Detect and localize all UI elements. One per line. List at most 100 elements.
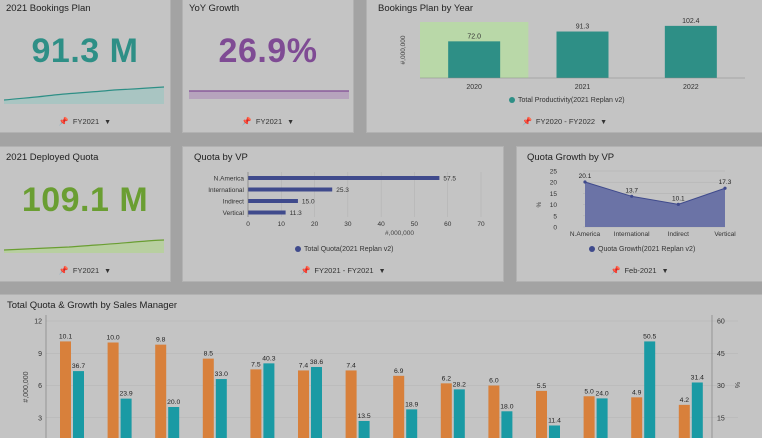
pin-icon: 📌: [521, 117, 532, 126]
bar-value-label: 7.5: [251, 361, 261, 368]
kpi-card-quota: 2021 Deployed Quota 109.1 M 📌 FY2021 ▼: [0, 146, 171, 282]
period-filter[interactable]: 📌 FY2021 ▼: [0, 117, 170, 126]
x-tick-label: 10: [278, 221, 286, 228]
bar-value-label: 10.0: [106, 335, 119, 342]
bar-growth[interactable]: [215, 379, 227, 438]
kpi-sparkline: [189, 90, 349, 99]
y-tick-label: 9: [38, 351, 42, 358]
period-filter[interactable]: 📌 FY2021 ▼: [0, 266, 170, 275]
period-filter[interactable]: 📌 FY2020 - FY2022 ▼: [367, 117, 762, 126]
pin-icon: 📌: [58, 266, 69, 275]
point-value-label: 13.7: [625, 187, 638, 194]
bar-quota[interactable]: [155, 344, 167, 438]
bar-value-label: 33.0: [215, 371, 228, 378]
chart-title: Bookings Plan by Year: [378, 3, 474, 14]
bar-value-label: 31.4: [691, 374, 704, 381]
bar-growth[interactable]: [453, 389, 465, 438]
bar-quota[interactable]: [202, 358, 214, 438]
bar-value-label: 72.0: [467, 33, 481, 40]
bar-growth[interactable]: [501, 411, 513, 438]
bar-value-label: 10.1: [59, 333, 72, 340]
bar[interactable]: [248, 176, 440, 180]
period-filter[interactable]: 📌 FY2021 ▼: [183, 117, 353, 126]
bar-quota[interactable]: [298, 370, 309, 438]
bar-quota[interactable]: [631, 397, 643, 438]
bar-growth[interactable]: [549, 425, 560, 438]
bar[interactable]: [556, 31, 609, 78]
bar[interactable]: [248, 199, 298, 203]
bar[interactable]: [248, 187, 333, 192]
manager-chart-card: Total Quota & Growth by Sales Manager 3 6…: [0, 294, 762, 438]
y2-tick-label: 45: [717, 351, 725, 358]
bar-quota[interactable]: [678, 404, 690, 438]
point-value-label: 10.1: [672, 195, 685, 202]
bar-value-label: 11.4: [548, 417, 561, 424]
chart-title: Quota by VP: [194, 152, 248, 163]
pin-icon: 📌: [241, 117, 252, 126]
bar-growth[interactable]: [263, 363, 275, 438]
bar-quota[interactable]: [440, 383, 452, 438]
bar-growth[interactable]: [311, 367, 322, 438]
bar[interactable]: [664, 25, 717, 78]
data-point[interactable]: [583, 180, 587, 184]
data-point[interactable]: [723, 186, 727, 190]
x-tick-label: 2022: [683, 84, 699, 91]
chart-title: Total Quota & Growth by Sales Manager: [7, 300, 178, 311]
bar-value-label: 25.3: [336, 187, 349, 194]
bar-value-label: 18.9: [405, 401, 418, 408]
y-tick-label: 6: [38, 383, 42, 390]
pin-icon: 📌: [58, 117, 69, 126]
pin-icon: 📌: [610, 266, 621, 275]
bar-growth[interactable]: [691, 382, 703, 438]
bar-value-label: 5.0: [584, 388, 594, 395]
bar-growth[interactable]: [644, 341, 656, 438]
bar-value-label: 28.2: [453, 381, 466, 388]
bar-quota[interactable]: [393, 375, 405, 438]
bar-quota[interactable]: [488, 385, 500, 438]
bar-quota[interactable]: [107, 342, 119, 438]
x-tick-label: 50: [411, 221, 419, 228]
data-point[interactable]: [630, 194, 634, 198]
bar-growth[interactable]: [120, 398, 132, 438]
period-filter[interactable]: 📌 FY2021 - FY2021 ▼: [183, 266, 503, 275]
x-axis-label: #,000,000: [385, 230, 414, 237]
bar-value-label: 6.2: [442, 375, 452, 382]
bar-growth[interactable]: [596, 398, 608, 438]
data-point[interactable]: [676, 202, 680, 206]
bar-growth[interactable]: [406, 409, 418, 438]
bar-value-label: 7.4: [346, 362, 356, 369]
bar-growth[interactable]: [358, 420, 370, 438]
growth-vp-card: Quota Growth by VP 0 5 10 15 20 25 20.1 N.Ameri…: [516, 146, 762, 282]
bookings-chart-card: Bookings Plan by Year 72.0 2020 91.3 2021 10…: [366, 0, 762, 133]
kpi-title: 2021 Bookings Plan: [6, 3, 91, 14]
bar-quota[interactable]: [536, 390, 547, 438]
legend-dot-icon: [509, 97, 515, 103]
x-tick-label: International: [614, 231, 650, 238]
x-tick-label: Indirect: [668, 231, 690, 238]
bar-quota[interactable]: [583, 396, 595, 438]
y-tick-label: 20: [550, 180, 558, 187]
filter-label: FY2021: [72, 266, 100, 275]
bar-quota[interactable]: [345, 370, 357, 438]
y2-tick-label: 15: [717, 415, 725, 422]
filter-label: FY2021: [255, 117, 283, 126]
y-tick-label: 12: [34, 319, 42, 326]
bar-quota[interactable]: [60, 341, 71, 438]
point-value-label: 17.3: [719, 179, 732, 186]
bar-growth[interactable]: [168, 407, 180, 438]
y-tick-label: 3: [38, 415, 42, 422]
chevron-down-icon: ▼: [287, 119, 295, 126]
y-tick-label: Vertical: [223, 210, 245, 217]
period-filter[interactable]: 📌 Feb-2021 ▼: [517, 266, 762, 275]
bar-value-label: 4.9: [632, 389, 642, 396]
bar[interactable]: [248, 210, 286, 215]
bar[interactable]: [448, 41, 501, 78]
bar-growth[interactable]: [73, 371, 84, 438]
bar-value-label: 7.4: [299, 362, 309, 369]
y2-tick-label: 30: [717, 383, 725, 390]
chevron-down-icon: ▼: [104, 119, 112, 126]
kpi-card-bookings: 2021 Bookings Plan 91.3 M 📌 FY2021 ▼: [0, 0, 171, 133]
bar-quota[interactable]: [250, 369, 262, 438]
kpi-sparkline: [4, 239, 164, 253]
bar-value-label: 24.0: [595, 390, 608, 397]
